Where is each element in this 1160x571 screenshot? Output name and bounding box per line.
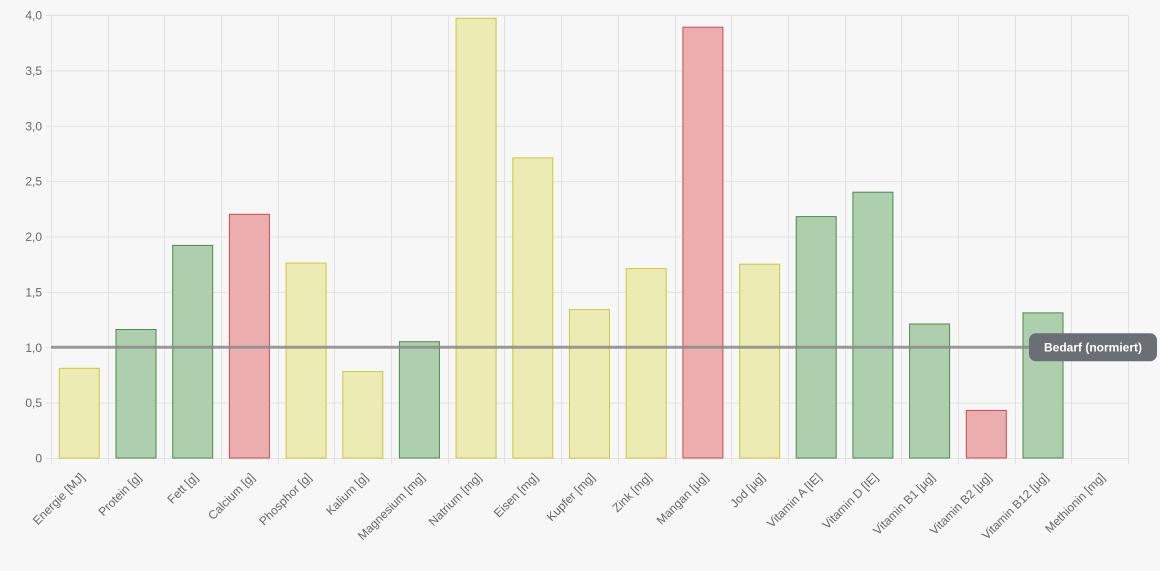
y-tick-label: 2,5 [25, 175, 42, 189]
bar-14[interactable] [852, 191, 894, 459]
bar-15[interactable] [909, 323, 951, 459]
x-tick-label: Fett [g] [165, 470, 201, 506]
y-tick-label: 0 [35, 452, 42, 466]
grid-lines [51, 15, 1129, 464]
x-tick-label: Kupfer [mg] [544, 470, 598, 524]
x-tick-label: Kalium [g] [323, 470, 371, 518]
y-tick-label: 4,0 [25, 9, 42, 23]
y-tick-label: 3,0 [25, 119, 42, 133]
reference-label-badge [1029, 333, 1157, 362]
x-tick-label: Phosphor [g] [256, 470, 314, 528]
x-tick-label: Mangan [µg] [654, 470, 711, 527]
x-tick-label: Methionin [mg] [1042, 470, 1108, 536]
y-tick-label: 3,5 [25, 64, 42, 78]
x-tick-label: Eisen [mg] [491, 470, 541, 520]
x-tick-label: Calcium [g] [205, 470, 257, 522]
x-tick-label: Natrium [mg] [426, 470, 484, 528]
reference-label: Bedarf (normiert) [1044, 340, 1142, 354]
y-tick-label: 1,0 [25, 341, 42, 355]
y-axis: 0 0,5 1,0 1,5 2,0 2,5 3,0 3,5 4,0 [25, 9, 51, 466]
x-tick-label: Protein [g] [96, 470, 145, 519]
x-tick-label: Jod [µg] [727, 470, 767, 510]
y-tick-label: 1,5 [25, 285, 42, 299]
bar-16[interactable] [965, 409, 1007, 459]
bar-13[interactable] [795, 216, 837, 459]
bar-9[interactable] [569, 309, 610, 459]
x-tick-label: Vitamin D [IE] [819, 470, 881, 532]
y-tick-label: 2,0 [25, 230, 42, 244]
bar-3[interactable] [228, 213, 270, 459]
bar-4[interactable] [285, 262, 327, 459]
bar-1[interactable] [115, 329, 157, 459]
bar-12[interactable] [739, 263, 781, 459]
bar-10[interactable] [625, 268, 667, 459]
x-tick-label: Vitamin A [IE] [764, 470, 824, 530]
x-axis: Energie [MJ] Protein [g] Fett [g] Calcium [… [30, 470, 1108, 543]
bar-0[interactable] [58, 367, 100, 459]
y-tick-label: 0,5 [25, 396, 42, 410]
reference-line-group: Bedarf (normiert) [51, 333, 1157, 362]
x-tick-label: Energie [MJ] [30, 470, 88, 528]
bar-7[interactable] [455, 17, 497, 459]
bar-6[interactable] [398, 341, 440, 459]
x-tick-label: Zink [mg] [610, 470, 655, 515]
bar-5[interactable] [342, 371, 384, 459]
bar-2[interactable] [172, 244, 214, 459]
bar-11[interactable] [682, 26, 724, 459]
bar-8[interactable] [512, 157, 554, 459]
